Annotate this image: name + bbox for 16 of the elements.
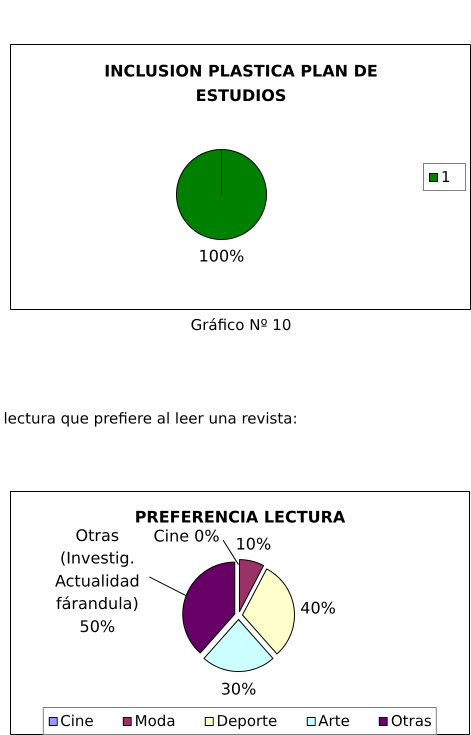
chart-title: INCLUSION PLASTICA PLAN DE ESTUDIOS [104, 62, 378, 106]
data-label: 40% [300, 598, 336, 618]
data-label: 10% [236, 534, 272, 554]
text: Gráfico Nº 10 [190, 316, 292, 334]
data-label: Otras (Investig. Actualidad fárandula) 50% [54, 526, 140, 636]
legend-label: Cine [60, 712, 94, 730]
legend-label: 1 [441, 168, 452, 186]
data-label: 30% [220, 679, 256, 698]
legend-label: Otras [390, 712, 432, 730]
chart-title: PREFERENCIA LECTURA [134, 508, 346, 526]
data-label: 100% [198, 246, 244, 266]
legend-label: Moda [134, 712, 176, 730]
text: Cine 0% [153, 526, 220, 546]
legend-label: Deporte [216, 712, 278, 730]
text: lectura que prefiere al leer una revista: [4, 410, 298, 428]
legend-label: Arte [318, 712, 350, 730]
